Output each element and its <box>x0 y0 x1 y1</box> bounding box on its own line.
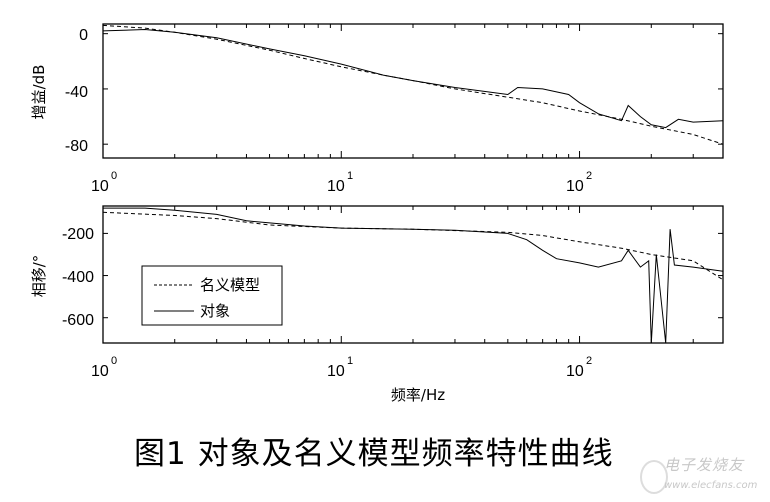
magnitude-y-axis-label: 增益/dB <box>30 65 48 120</box>
ph-ytick-neg600: -600 <box>62 312 94 329</box>
watermark-url: www.elecfans.com <box>664 480 758 491</box>
svg-text:2: 2 <box>586 170 592 182</box>
svg-text:10: 10 <box>91 178 109 195</box>
magnitude-y-ticks <box>103 33 723 145</box>
mag-xtick-label-10: 101 <box>327 170 353 195</box>
mag-xtick-label-100: 102 <box>566 170 592 195</box>
mag-ytick-neg40: -40 <box>65 84 88 101</box>
legend-box <box>141 265 283 326</box>
svg-text:2: 2 <box>586 355 592 367</box>
phase-plant-line <box>103 207 724 344</box>
magnitude-plant-line <box>102 28 724 129</box>
mag-xtick-label-1: 100 <box>91 170 117 195</box>
magnitude-x-ticks <box>102 24 724 158</box>
x-axis-label: 频率/Hz <box>391 386 445 404</box>
ph-ytick-neg200: -200 <box>62 226 94 243</box>
magnitude-axes-box <box>102 23 724 159</box>
phase-y-axis-label: 相移/° <box>30 255 48 298</box>
svg-text:10: 10 <box>327 178 345 195</box>
legend-label-plant: 对象 <box>200 302 230 320</box>
svg-text:0: 0 <box>111 170 117 182</box>
ph-xtick-label-10: 101 <box>327 355 353 380</box>
phase-y-ticks <box>103 232 723 319</box>
watermark-text: 电子发烧友 <box>664 456 745 474</box>
phase-x-ticks <box>102 206 724 343</box>
ph-xtick-label-100: 102 <box>566 355 592 380</box>
figure-caption: 图1 对象及名义模型频率特性曲线 <box>134 436 614 472</box>
svg-text:1: 1 <box>347 170 353 182</box>
watermark: 电子发烧友 www.elecfans.com <box>640 452 770 500</box>
ph-ytick-neg400: -400 <box>62 269 94 286</box>
legend: 名义模型 对象 <box>141 265 283 326</box>
ph-xtick-label-1: 100 <box>91 355 117 380</box>
svg-text:10: 10 <box>91 363 109 380</box>
magnitude-plot: 增益/dB 0 -40 -80 100 101 102 <box>30 23 724 195</box>
watermark-logo-icon <box>640 460 668 494</box>
svg-text:10: 10 <box>566 363 584 380</box>
magnitude-nominal-model-line <box>102 24 724 145</box>
phase-plot: 相移/° -200 -400 -600 100 101 102 频率/Hz 名义… <box>30 205 724 404</box>
mag-ytick-0: 0 <box>79 27 88 44</box>
phase-nominal-model-line <box>102 211 724 281</box>
legend-label-nominal: 名义模型 <box>200 276 260 294</box>
svg-text:10: 10 <box>327 363 345 380</box>
svg-text:10: 10 <box>566 178 584 195</box>
mag-ytick-neg80: -80 <box>65 138 88 155</box>
svg-text:0: 0 <box>111 355 117 367</box>
svg-text:1: 1 <box>347 355 353 367</box>
